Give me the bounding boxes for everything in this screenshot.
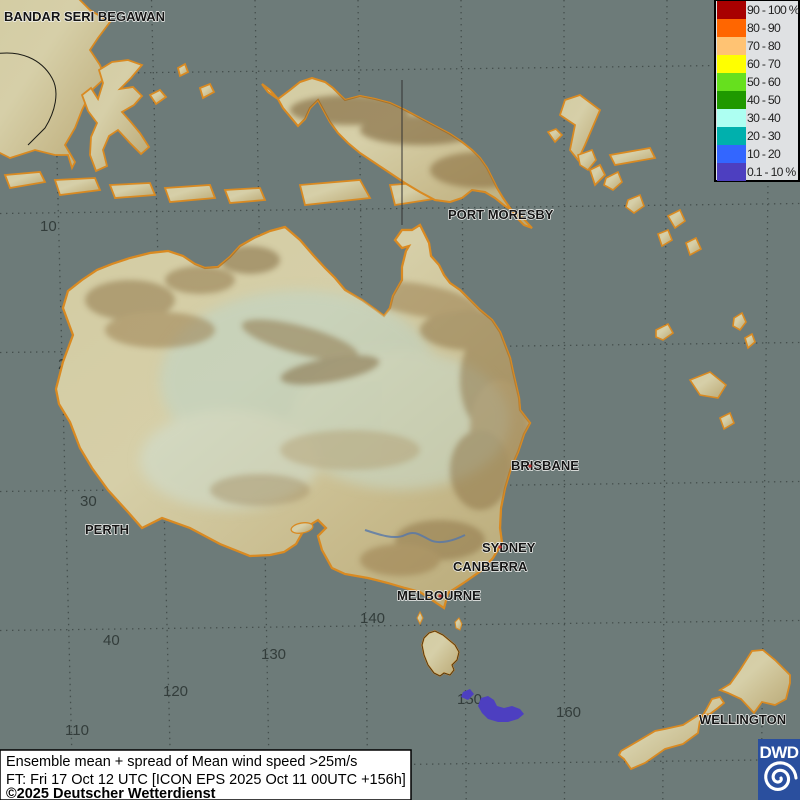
svg-text:60 - 70: 60 - 70	[747, 57, 781, 71]
svg-text:Ensemble mean + spread of Mean: Ensemble mean + spread of Mean wind spee…	[6, 754, 357, 770]
svg-text:20 - 30: 20 - 30	[747, 129, 781, 143]
svg-text:110: 110	[65, 722, 89, 739]
svg-text:0.1 - 10 %: 0.1 - 10 %	[747, 165, 796, 179]
svg-text:WELLINGTON: WELLINGTON	[699, 712, 786, 727]
svg-text:PERTH: PERTH	[85, 522, 129, 537]
svg-text:30 - 40: 30 - 40	[747, 111, 781, 125]
svg-text:130: 130	[261, 646, 286, 663]
svg-text:BRISBANE: BRISBANE	[511, 458, 579, 473]
svg-text:10: 10	[40, 218, 57, 235]
svg-text:PORT MORESBY: PORT MORESBY	[448, 207, 554, 222]
svg-text:BANDAR SERI BEGAWAN: BANDAR SERI BEGAWAN	[4, 9, 165, 24]
svg-text:90 - 100 %: 90 - 100 %	[747, 3, 800, 17]
svg-text:SYDNEY: SYDNEY	[482, 540, 536, 555]
svg-text:DWD: DWD	[759, 743, 798, 762]
svg-text:40 - 50: 40 - 50	[747, 93, 781, 107]
svg-text:120: 120	[163, 683, 188, 700]
svg-text:140: 140	[360, 610, 385, 627]
svg-text:CANBERRA: CANBERRA	[453, 559, 528, 574]
svg-text:50 - 60: 50 - 60	[747, 75, 781, 89]
svg-text:160: 160	[556, 704, 581, 721]
svg-text:10 - 20: 10 - 20	[747, 147, 781, 161]
svg-text:30: 30	[80, 493, 97, 510]
svg-text:40: 40	[103, 632, 120, 649]
svg-text:©2025 Deutscher Wetterdienst: ©2025 Deutscher Wetterdienst	[6, 786, 216, 800]
svg-text:80 - 90: 80 - 90	[747, 21, 781, 35]
svg-text:70 - 80: 70 - 80	[747, 39, 781, 53]
